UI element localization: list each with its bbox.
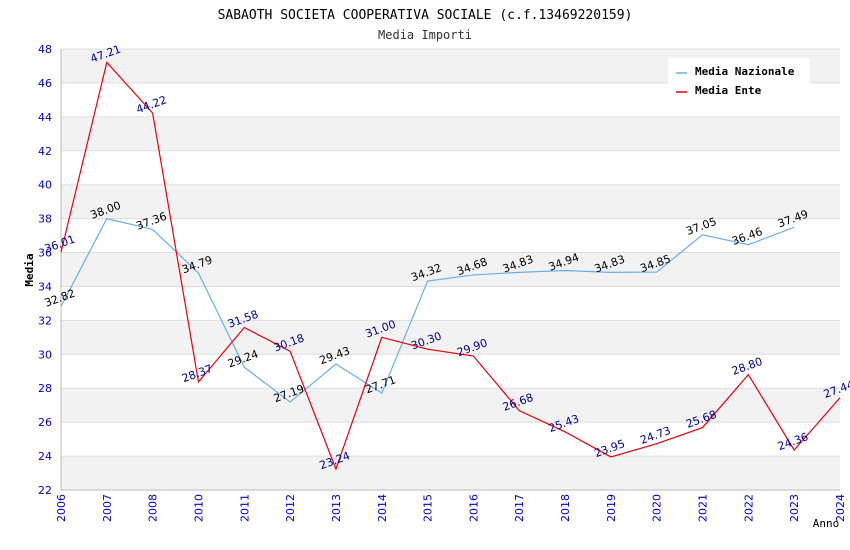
x-tick-labels: 2006 2007 2008 2010 2011 2012 2013 2014 2015 2016… — [55, 494, 847, 522]
x-tick-label: 2011 — [238, 494, 251, 522]
y-tick-label: 28 — [38, 382, 52, 395]
y-tick-label: 24 — [38, 450, 52, 463]
band — [61, 320, 840, 355]
y-tick-label: 36 — [38, 247, 52, 260]
y-tick-label: 46 — [38, 77, 52, 90]
background-bands — [61, 49, 840, 490]
y-tick-label: 40 — [38, 179, 52, 192]
series-line-nazionale — [60, 217, 795, 403]
y-tick-label: 22 — [38, 484, 52, 497]
y-axis-label: Media — [23, 253, 36, 286]
data-label-ente: 44.22 — [134, 93, 168, 116]
band — [61, 252, 840, 287]
x-tick-label: 2019 — [605, 494, 618, 522]
series-line-ente — [60, 61, 841, 471]
y-tick-label: 32 — [38, 314, 52, 327]
x-tick-label: 2017 — [513, 494, 526, 522]
x-tick-label: 2012 — [284, 494, 297, 522]
data-label-ente: 28.37 — [180, 362, 214, 385]
legend: Media Nazionale Media Ente — [668, 58, 810, 101]
y-tick-label: 42 — [38, 145, 52, 158]
x-tick-label: 2008 — [147, 494, 160, 522]
legend-label-nazionale: Media Nazionale — [695, 65, 795, 78]
x-tick-label: 2006 — [55, 494, 68, 522]
y-tick-label: 44 — [38, 111, 52, 124]
x-tick-label: 2020 — [651, 494, 664, 522]
y-tick-label: 38 — [38, 213, 52, 226]
chart-subtitle: Media Importi — [378, 28, 472, 42]
legend-label-ente: Media Ente — [695, 84, 762, 97]
x-tick-label: 2016 — [467, 494, 480, 522]
band — [61, 116, 840, 151]
band — [61, 456, 840, 490]
x-tick-label: 2014 — [376, 494, 389, 522]
x-tick-label: 2023 — [788, 494, 801, 522]
legend-box — [668, 58, 810, 101]
x-tick-label: 2021 — [697, 494, 710, 522]
y-tick-labels: 22 24 26 28 30 32 34 36 38 40 42 44 46 48 — [38, 43, 52, 497]
x-tick-label: 2013 — [330, 494, 343, 522]
x-axis-label: Anno — [813, 517, 840, 530]
x-tick-label: 2018 — [559, 494, 572, 522]
x-tick-label: 2007 — [101, 494, 114, 522]
x-tick-label: 2015 — [422, 494, 435, 522]
y-tick-label: 26 — [38, 416, 52, 429]
data-label-ente: 28.80 — [730, 355, 764, 378]
y-tick-label: 48 — [38, 43, 52, 56]
band — [61, 184, 840, 219]
axes — [60, 49, 840, 491]
series-lines — [60, 61, 841, 471]
x-tick-label: 2024 — [834, 494, 847, 522]
data-label-ente: 24.36 — [776, 430, 810, 453]
gridlines — [61, 48, 840, 491]
y-tick-label: 34 — [38, 280, 52, 293]
y-tick-label: 30 — [38, 348, 52, 361]
x-tick-label: 2010 — [192, 494, 205, 522]
x-tick-label: 2022 — [742, 494, 755, 522]
band — [61, 388, 840, 423]
chart-title: SABAOTH SOCIETA COOPERATIVA SOCIALE (c.f… — [218, 8, 633, 23]
